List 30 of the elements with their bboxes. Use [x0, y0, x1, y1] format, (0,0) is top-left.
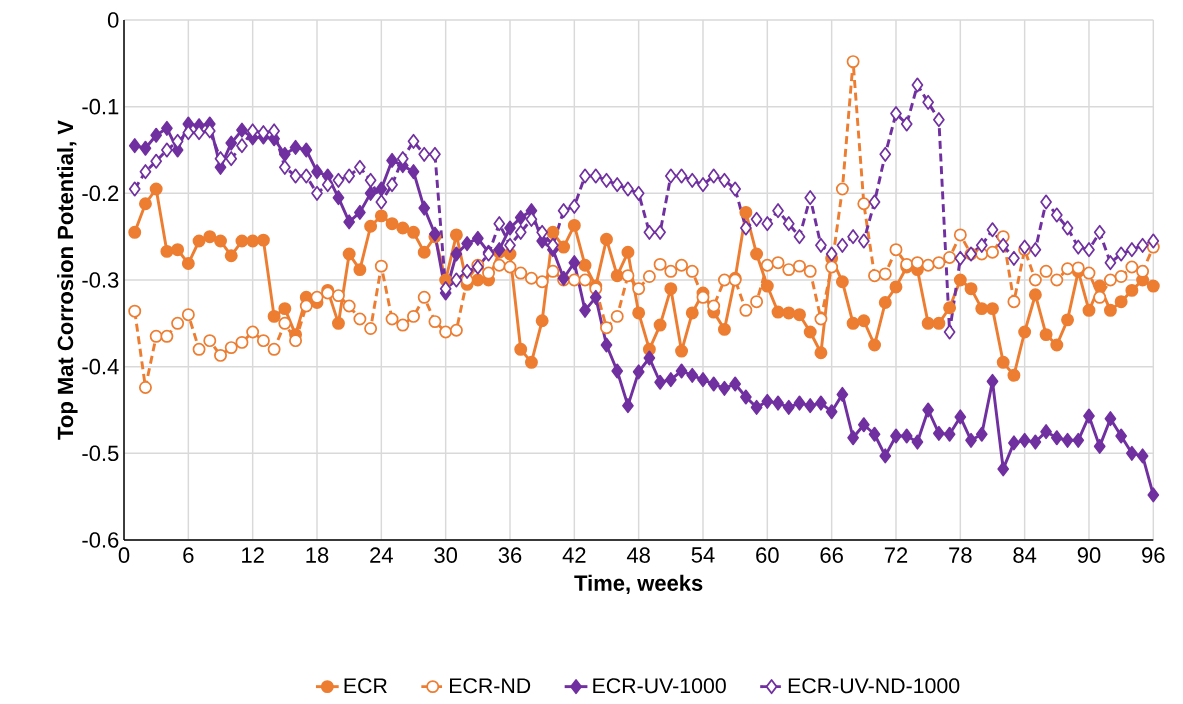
x-tick-label: 36 — [498, 547, 522, 563]
y-tick-label: 0 — [107, 12, 119, 28]
y-tick-label: -0.3 — [82, 272, 119, 288]
legend-label: ECR — [344, 678, 387, 694]
x-tick-label: 48 — [626, 547, 650, 563]
x-tick-label: 90 — [1077, 547, 1101, 563]
x-tick-label: 54 — [691, 547, 715, 563]
x-tick-label: 84 — [1013, 547, 1037, 563]
x-tick-label: 0 — [118, 547, 130, 563]
y-tick-label: -0.4 — [82, 358, 119, 375]
x-tick-label: 60 — [756, 547, 779, 563]
legend-label: ECR-ND — [450, 678, 531, 694]
x-tick-label: 6 — [183, 547, 194, 563]
x-tick-label: 72 — [884, 547, 908, 563]
x-tick-label: 78 — [949, 547, 972, 563]
legend-label: ECR-UV-1000 — [593, 678, 726, 694]
legend-label: ECR-UV-ND-1000 — [788, 678, 960, 694]
y-tick-label: -0.2 — [82, 185, 119, 202]
y-tick-label: -0.5 — [82, 445, 119, 462]
x-tick-label: 30 — [434, 547, 458, 563]
x-axis-title: Time, weeks — [574, 574, 703, 595]
x-tick-label: 24 — [370, 547, 393, 563]
y-axis-title: Top Mat Corrosion Potential, V — [57, 120, 78, 440]
x-tick-label: 96 — [1142, 547, 1165, 563]
y-tick-label: -0.6 — [82, 532, 119, 548]
x-tick-label: 66 — [820, 547, 843, 563]
x-tick-label: 12 — [242, 547, 264, 563]
x-tick-label: 18 — [306, 547, 329, 563]
y-tick-label: -0.1 — [82, 98, 119, 115]
x-tick-label: 42 — [562, 547, 586, 563]
